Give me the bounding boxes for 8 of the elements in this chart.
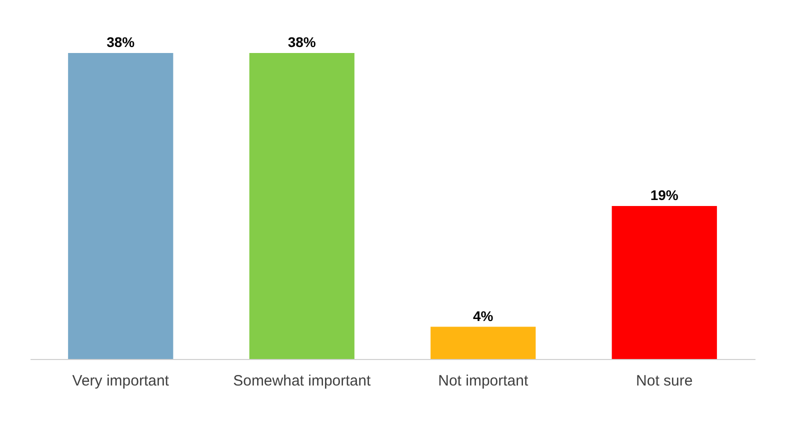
x-tick-label: Very important: [72, 372, 170, 390]
data-label: 38%: [288, 34, 316, 50]
x-tick-label: Somewhat important: [233, 372, 372, 390]
x-tick-label: Not sure: [636, 372, 693, 390]
x-tick-label: Not important: [438, 372, 529, 390]
data-label: 38%: [106, 34, 136, 50]
data-label: 19%: [650, 187, 679, 203]
data-label: 4%: [473, 308, 494, 324]
